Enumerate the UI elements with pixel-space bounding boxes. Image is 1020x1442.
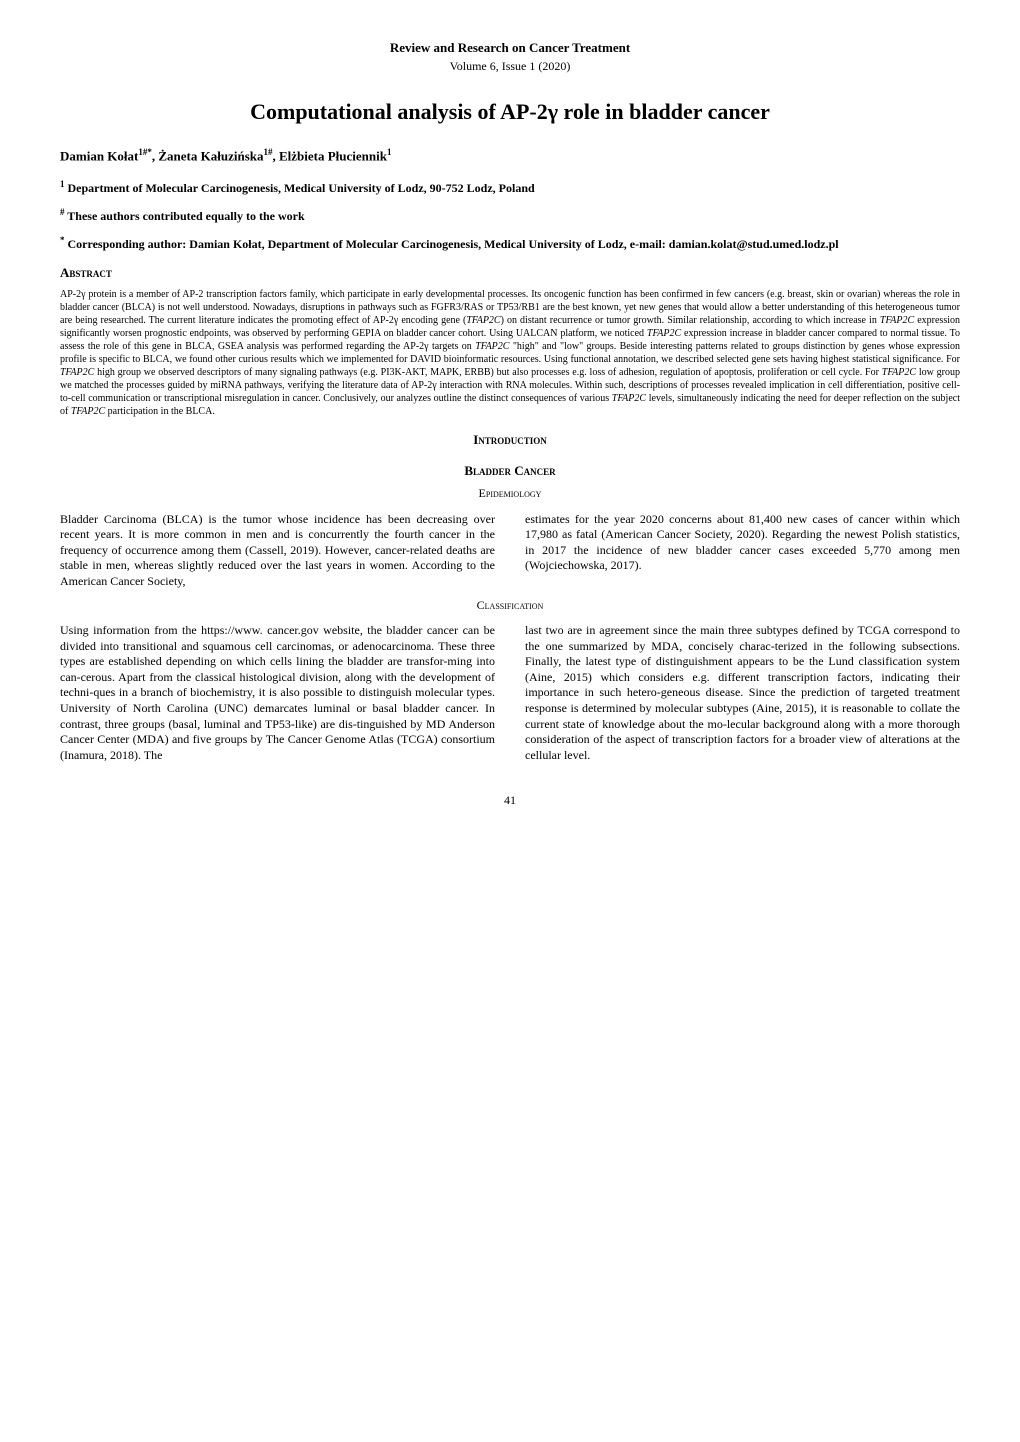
journal-header: Review and Research on Cancer Treatment … <box>60 40 960 74</box>
corresponding-author: * Corresponding author: Damian Kołat, De… <box>60 234 960 253</box>
epidemiology-right: estimates for the year 2020 concerns abo… <box>525 512 960 590</box>
article-title: Computational analysis of AP-2γ role in … <box>60 98 960 127</box>
affiliation-line: 1 Department of Molecular Carcinogenesis… <box>60 179 960 197</box>
classification-right: last two are in agreement since the main… <box>525 623 960 763</box>
volume-info: Volume 6, Issue 1 (2020) <box>60 59 960 75</box>
epidemiology-columns: Bladder Carcinoma (BLCA) is the tumor wh… <box>60 512 960 590</box>
epidemiology-heading: Epidemiology <box>60 486 960 502</box>
introduction-heading: Introduction <box>60 432 960 449</box>
abstract-text: AP-2γ protein is a member of AP-2 transc… <box>60 288 960 418</box>
classification-heading: Classification <box>60 598 960 614</box>
authors-line: Damian Kołat1#*, Żaneta Kałuzińska1#, El… <box>60 147 960 165</box>
classification-left: Using information from the https://www. … <box>60 623 495 763</box>
journal-name: Review and Research on Cancer Treatment <box>60 40 960 57</box>
epidemiology-left: Bladder Carcinoma (BLCA) is the tumor wh… <box>60 512 495 590</box>
abstract-heading: Abstract <box>60 265 960 282</box>
classification-columns: Using information from the https://www. … <box>60 623 960 763</box>
bladder-cancer-heading: Bladder Cancer <box>60 463 960 480</box>
equal-contribution-note: # These authors contributed equally to t… <box>60 207 960 225</box>
page-number: 41 <box>60 793 960 809</box>
